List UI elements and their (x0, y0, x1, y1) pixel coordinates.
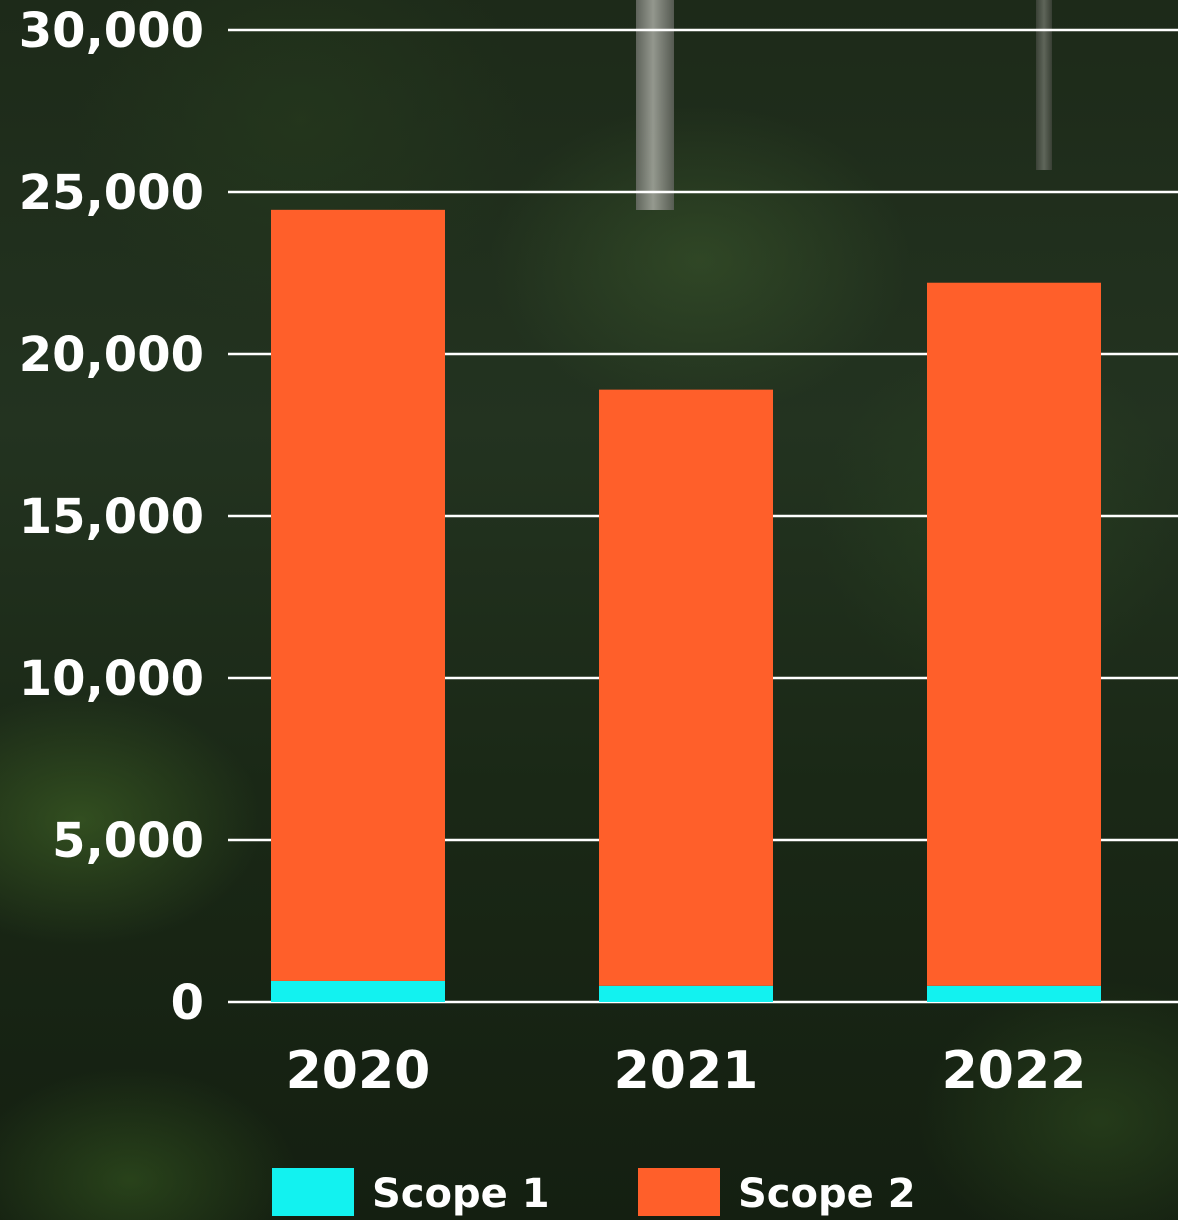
y-tick-label: 5,000 (52, 813, 204, 869)
bar-2021-scope-1 (599, 985, 773, 1002)
legend-label: Scope 2 (738, 1171, 916, 1217)
legend-label: Scope 1 (372, 1171, 550, 1217)
y-tick-label: 25,000 (19, 165, 204, 221)
y-tick-label: 0 (171, 975, 204, 1031)
y-tick-label: 15,000 (19, 489, 204, 545)
bar-2020-scope-2 (271, 209, 445, 981)
legend: Scope 1 Scope 2 (272, 1168, 916, 1217)
y-axis-tick-labels: 0 5,000 10,000 15,000 20,000 25,000 30,000 (19, 3, 204, 1031)
bar-2022-scope-2 (927, 282, 1101, 986)
tree-trunk-background (636, 0, 674, 210)
y-tick-label: 10,000 (19, 651, 204, 707)
y-tick-label: 20,000 (19, 327, 204, 383)
bars (271, 209, 1101, 1002)
x-category-label: 2020 (286, 1041, 431, 1101)
legend-swatch (638, 1168, 720, 1216)
x-category-label: 2021 (614, 1041, 759, 1101)
bar-2021-scope-2 (599, 389, 773, 986)
x-category-label: 2022 (942, 1041, 1087, 1101)
bar-2022-scope-1 (927, 985, 1101, 1002)
bar-2020-scope-1 (271, 980, 445, 1002)
y-tick-label: 30,000 (19, 3, 204, 59)
legend-swatch (272, 1168, 354, 1216)
tree-trunk-background-right (1036, 0, 1052, 170)
x-axis-category-labels: 2020 2021 2022 (286, 1041, 1087, 1101)
